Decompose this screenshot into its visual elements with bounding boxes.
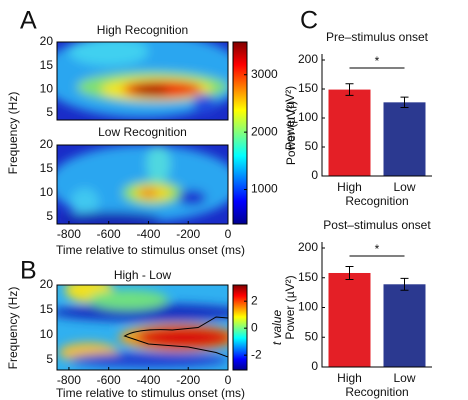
y-tick-label: 5: [46, 209, 53, 223]
y-tick-label: 15: [40, 58, 54, 72]
x-tick-label: 0: [225, 373, 232, 387]
colorbar-tick-label: 0: [251, 320, 258, 334]
x-axis-label: Time relative to stimulus onset (ms): [56, 386, 245, 400]
colorbar-tick-label: 3000: [251, 67, 278, 81]
chart-title: High Recognition: [97, 23, 188, 37]
y-tick-label: 5: [46, 352, 53, 366]
colorbar: [232, 284, 248, 371]
colorbar-tick-label: 1000: [251, 182, 278, 196]
y-tick-label: 10: [40, 185, 54, 199]
chart-title: Low Recognition: [98, 125, 187, 139]
x-axis-label: Recognition: [345, 194, 408, 208]
x-tick-label: -800: [57, 373, 81, 387]
heatmap: [57, 42, 228, 120]
x-axis-label: Recognition: [345, 385, 408, 399]
heatmap-field: [57, 145, 228, 224]
heatmap-blob: [57, 303, 228, 322]
y-axis-label: Frequency (Hz): [6, 287, 20, 370]
heatmap-blob: [146, 145, 171, 184]
y-tick-label: 100: [298, 300, 318, 314]
y-tick-label: 200: [298, 240, 318, 254]
colorbar-tick-label: 2: [251, 293, 258, 307]
axes: [321, 54, 432, 177]
colorbar-tick-label: 2000: [251, 124, 278, 138]
y-tick-label: 100: [298, 110, 318, 124]
significance-star: *: [375, 242, 380, 256]
chart-title: Pre–stimulus onset: [326, 30, 429, 44]
y-tick-label: 15: [40, 161, 54, 175]
x-tick-label: Low: [393, 371, 415, 385]
panel-label: A: [20, 7, 37, 35]
error-bar: [345, 83, 354, 96]
heatmap-blob: [192, 94, 217, 113]
x-tick-label: -400: [136, 373, 160, 387]
colorbar-label: t value: [270, 309, 284, 345]
panel-label: B: [20, 257, 37, 285]
chart-title: Post–stimulus onset: [323, 218, 431, 232]
panel-label: C: [300, 7, 318, 35]
x-tick-label: -600: [97, 373, 121, 387]
y-tick-label: 5: [46, 105, 53, 119]
x-tick-label: -200: [176, 373, 200, 387]
error-bar: [400, 277, 409, 291]
y-tick-label: 20: [40, 137, 54, 151]
y-tick-label: 50: [305, 329, 319, 343]
bar: [383, 284, 426, 367]
y-tick-label: 0: [311, 168, 318, 182]
y-tick-label: 50: [305, 139, 319, 153]
error-bar: [345, 265, 354, 281]
colorbar-label: Power (µV²): [284, 101, 298, 165]
y-axis-label: Frequency (Hz): [6, 92, 20, 175]
bar: [383, 102, 426, 176]
y-tick-label: 200: [298, 52, 318, 66]
y-tick-label: 15: [40, 302, 54, 316]
heatmap-blob: [136, 326, 228, 349]
colorbar-tick-label: -2: [251, 347, 262, 361]
heatmap: [57, 285, 228, 370]
y-tick-label: 0: [311, 359, 318, 373]
x-tick-label: Low: [393, 180, 415, 194]
y-tick-label: 20: [40, 277, 54, 291]
y-tick-label: 150: [298, 270, 318, 284]
y-axis-label: Power (µV²): [283, 275, 297, 339]
heatmap-blob: [139, 188, 158, 198]
colorbar: [232, 41, 248, 225]
y-axis-label: Power (µV²): [283, 86, 297, 150]
x-tick-label: 0: [225, 227, 232, 241]
y-tick-label: 10: [40, 81, 54, 95]
significance-star: *: [375, 54, 380, 68]
heatmap-blob: [57, 212, 161, 224]
significance-contour: [123, 316, 228, 358]
x-tick-label: -600: [97, 227, 121, 241]
x-tick-label: -800: [57, 227, 81, 241]
heatmap-blob: [132, 85, 169, 96]
x-axis-label: Time relative to stimulus onset (ms): [56, 243, 245, 257]
y-tick-label: 10: [40, 327, 54, 341]
x-tick-label: -200: [176, 227, 200, 241]
axes-frame: [56, 41, 229, 121]
heatmap: [57, 145, 228, 224]
heatmap-field: [57, 42, 228, 118]
heatmap-blob: [70, 188, 99, 217]
heatmap-blob: [178, 190, 207, 206]
x-tick-label: High: [337, 371, 362, 385]
axes-frame: [56, 144, 229, 225]
y-tick-label: 20: [40, 34, 54, 48]
error-bar: [400, 96, 409, 109]
heatmap-blob: [88, 290, 169, 310]
heatmap-blob: [68, 352, 228, 368]
chart-title: High - Low: [114, 268, 172, 282]
heatmap-blob: [68, 42, 149, 66]
x-tick-label: High: [337, 180, 362, 194]
bar: [328, 89, 371, 176]
bar: [328, 272, 371, 367]
y-tick-label: 150: [298, 81, 318, 95]
x-tick-label: -400: [136, 227, 160, 241]
axes-frame: [56, 284, 229, 371]
axes: [321, 242, 432, 368]
